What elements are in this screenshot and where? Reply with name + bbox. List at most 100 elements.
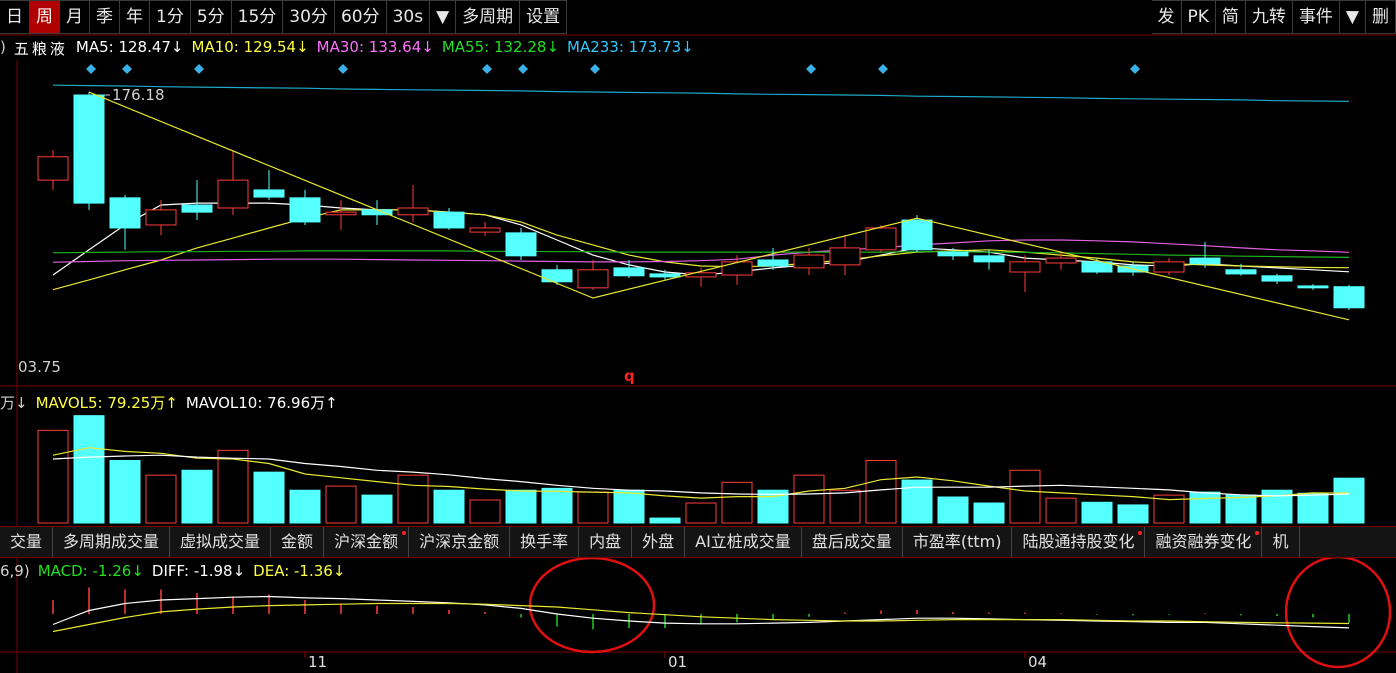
candle-body — [325, 211, 357, 216]
candle-body — [1045, 257, 1077, 264]
toolbar-button[interactable]: 30s — [386, 0, 431, 34]
indicator-tab[interactable]: 市盈率(ttm) — [903, 527, 1013, 557]
tab-dot — [1255, 531, 1260, 535]
toolbar-button[interactable]: ▼ — [1339, 0, 1366, 34]
candle-body — [1261, 275, 1293, 282]
ma-line — [52, 250, 1350, 258]
volume-bar — [937, 496, 969, 524]
indicator-tab[interactable]: 多周期成交量 — [53, 527, 171, 557]
indicator-tab[interactable]: 陆股通持股变化 — [1012, 527, 1146, 557]
volume-bar — [829, 489, 861, 524]
highlight-circle — [1284, 555, 1392, 669]
signal-marker — [194, 64, 204, 74]
indicator-tab[interactable]: 盘后成交量 — [802, 527, 903, 557]
toolbar-button[interactable]: 5分 — [190, 0, 232, 34]
indicator-tab[interactable]: 机 — [1262, 527, 1300, 557]
volume-bar — [1117, 504, 1149, 524]
signal-marker — [122, 64, 132, 74]
volume-bar — [505, 489, 537, 524]
candle-body — [1225, 269, 1257, 275]
toolbar-button[interactable]: 设置 — [520, 0, 568, 34]
toolbar-button[interactable]: 周 — [30, 0, 60, 34]
cursor-mark: q — [624, 367, 635, 385]
volume-bar — [793, 474, 825, 524]
signal-marker — [518, 64, 528, 74]
legend-item: DEA: -1.36↓ — [253, 562, 346, 580]
ma-line — [52, 239, 1350, 263]
toolbar-button[interactable]: 日 — [0, 0, 30, 34]
indicator-tab[interactable]: 沪深金额 — [324, 527, 410, 557]
toolbar-button[interactable]: 年 — [120, 0, 150, 34]
toolbar-button[interactable]: 删 — [1366, 0, 1396, 34]
legend-item: MA233: 173.73↓ — [567, 38, 694, 56]
toolbar-button[interactable]: 1分 — [150, 0, 191, 34]
legend-prefix: 万↓ — [0, 394, 28, 412]
volume-bar — [145, 474, 177, 524]
volume-bar — [757, 489, 789, 524]
candle-body — [145, 209, 177, 226]
macd-legend: 6,9) MACD: -1.26↓ DIFF: -1.98↓ DEA: -1.36↓ — [0, 562, 345, 580]
toolbar-button[interactable]: 60分 — [334, 0, 387, 34]
indicator-tab[interactable]: 外盘 — [632, 527, 686, 557]
candle-body — [253, 189, 285, 198]
indicator-tab[interactable]: 交量 — [0, 527, 54, 557]
toolbar-button[interactable]: 季 — [90, 0, 120, 34]
volume-bar — [721, 481, 753, 524]
volume-bar — [613, 489, 645, 524]
indicator-tab[interactable]: 沪深京金额 — [409, 527, 511, 557]
candle-body — [73, 94, 105, 204]
volume-bar — [37, 429, 69, 524]
toolbar-button[interactable]: ▼ — [430, 0, 457, 34]
volume-bar — [1225, 494, 1257, 524]
toolbar-button[interactable]: 事件 — [1292, 0, 1340, 34]
candle-body — [613, 267, 645, 277]
toolbar-button[interactable]: 30分 — [283, 0, 335, 34]
toolbar-button[interactable]: 多周期 — [456, 0, 521, 34]
x-tick-label: 11 — [308, 653, 327, 671]
highlight-circle — [528, 556, 656, 654]
candle-body — [937, 251, 969, 257]
toolbar-button[interactable]: 月 — [60, 0, 90, 34]
signal-marker — [86, 64, 96, 74]
indicator-tab[interactable]: 内盘 — [579, 527, 633, 557]
volume-bar — [901, 479, 933, 524]
stock-name: 五粮液 — [13, 40, 68, 58]
legend-prefix: 6,9) — [0, 562, 30, 580]
candle-body — [217, 179, 249, 209]
candle-body — [433, 211, 465, 229]
volume-bar — [1081, 501, 1113, 524]
toolbar-button[interactable]: 简 — [1215, 0, 1246, 34]
indicator-tab[interactable]: 融资融券变化 — [1145, 527, 1263, 557]
candle-body — [973, 255, 1005, 263]
candle-body — [541, 269, 573, 283]
volume-bar — [73, 415, 105, 524]
volume-bar — [577, 491, 609, 524]
candle-body — [1297, 285, 1329, 289]
volume-bar — [1009, 469, 1041, 524]
volume-bar — [217, 449, 249, 524]
toolbar-button[interactable]: 九转 — [1245, 0, 1293, 34]
volume-bar — [1297, 492, 1329, 524]
volume-bar — [361, 494, 393, 524]
indicator-tab[interactable]: 金额 — [271, 527, 325, 557]
volume-bar — [973, 502, 1005, 524]
toolbar-button[interactable]: 15分 — [231, 0, 284, 34]
volume-bar — [289, 489, 321, 524]
indicator-tabs: 交量 多周期成交量 虚拟成交量 金额 沪深金额 沪深京金额 换手率 内盘 外盘 AI立桩成交量 盘后… — [0, 526, 1396, 558]
signal-marker — [482, 64, 492, 74]
toolbar-button[interactable]: PK — [1181, 0, 1216, 34]
signal-marker — [338, 64, 348, 74]
volume-bar — [1045, 497, 1077, 524]
signal-markers — [86, 64, 1140, 74]
x-tick-label: 04 — [1028, 653, 1047, 671]
candle-body — [1333, 286, 1365, 309]
indicator-tab[interactable]: 换手率 — [510, 527, 580, 557]
candle-body — [109, 197, 141, 229]
indicator-tab[interactable]: 虚拟成交量 — [170, 527, 272, 557]
candle-body — [577, 269, 609, 289]
toolbar-button[interactable]: 发 — [1151, 0, 1182, 34]
volume-bar — [253, 471, 285, 524]
signal-marker — [878, 64, 888, 74]
indicator-tab[interactable]: AI立桩成交量 — [685, 527, 802, 557]
toolbar: 日周月季年 1分 5分 15分 30分 60分 30s ▼ 多周期 设置 — [0, 0, 568, 34]
